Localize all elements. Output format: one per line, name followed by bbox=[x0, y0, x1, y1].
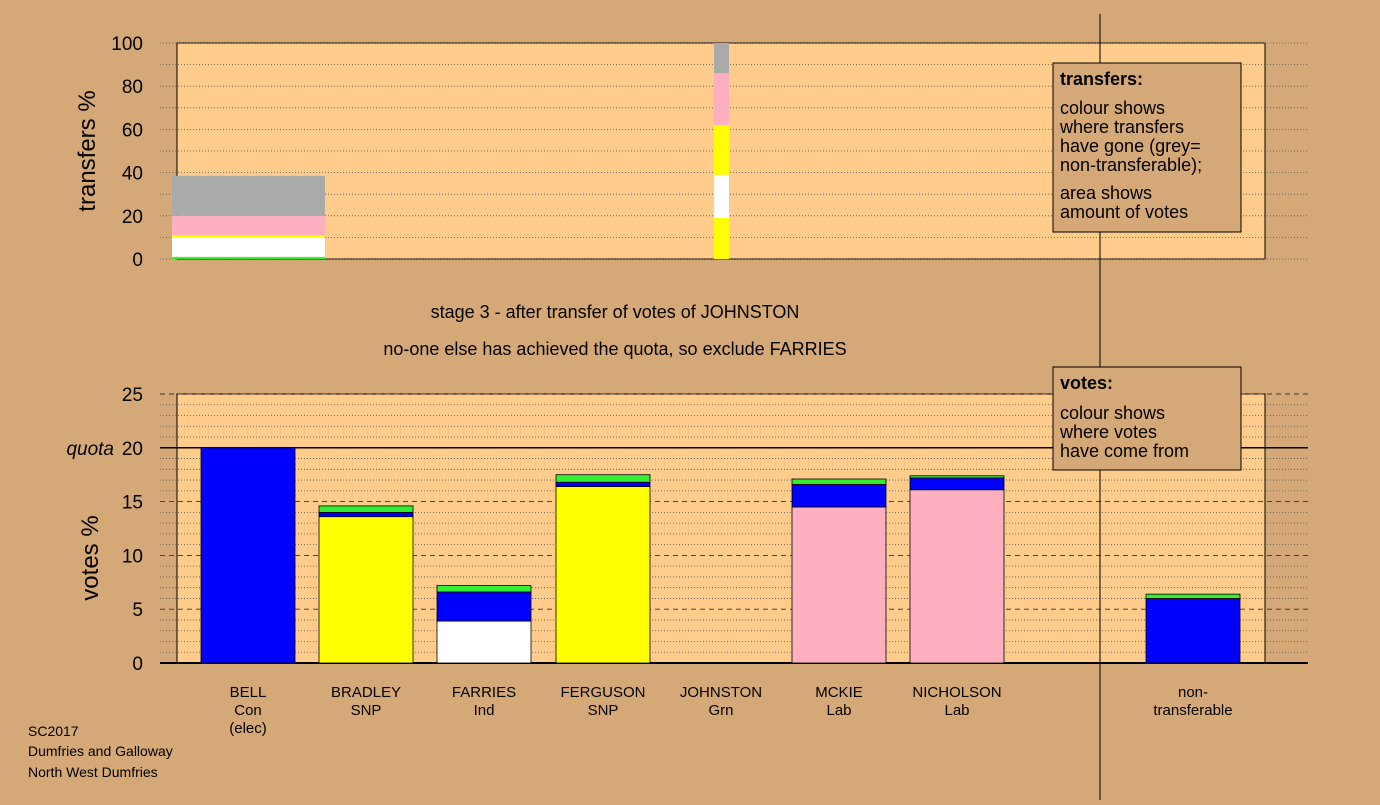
stage-subtitle: no-one else has achieved the quota, so e… bbox=[383, 339, 846, 359]
transfer-segment-johnston-ind bbox=[714, 174, 729, 218]
vote-segment-mckie-grn bbox=[791, 478, 887, 485]
transfers-legend: transfers: colour shows where transfers … bbox=[1052, 62, 1242, 233]
transfers-axis-label: transfers % bbox=[74, 90, 101, 211]
votes-tick-label: 25 bbox=[122, 385, 143, 406]
vote-segment-nicholson-con bbox=[909, 477, 1005, 491]
candidate-name-label: JOHNSTON bbox=[680, 684, 762, 701]
transfers-tick-label: 20 bbox=[122, 207, 143, 228]
transfers-legend-line: where transfers bbox=[1059, 117, 1184, 137]
vote-segment-mckie-lab bbox=[791, 506, 887, 664]
candidate-name-label: FARRIES bbox=[452, 684, 516, 701]
transfers-legend-line: have gone (grey= bbox=[1060, 136, 1201, 156]
transfer-segment-johnston-snp bbox=[714, 217, 729, 259]
candidate-party-label: Grn bbox=[708, 702, 733, 719]
transfers-tick-label: 100 bbox=[111, 34, 143, 55]
transfers-legend-line: colour shows bbox=[1060, 98, 1165, 118]
candidate-party-label: Ind bbox=[474, 702, 495, 719]
footer-election: SC2017 bbox=[28, 723, 79, 739]
candidate-status-label: (elec) bbox=[229, 720, 267, 737]
candidate-name-label: BRADLEY bbox=[331, 684, 401, 701]
transfer-segment-bell-snp bbox=[172, 235, 325, 238]
transfers-tick-label: 40 bbox=[122, 164, 143, 185]
transfers-tick-label: 60 bbox=[122, 120, 143, 141]
vote-segment-non-grn bbox=[1145, 593, 1241, 599]
vote-segment-farries-grn bbox=[436, 585, 532, 593]
votes-legend-line: colour shows bbox=[1060, 403, 1165, 423]
vote-segment-nicholson-grn bbox=[909, 475, 1005, 479]
candidate-name-label: BELL bbox=[230, 684, 267, 701]
transfer-segment-bell-lab bbox=[172, 215, 325, 236]
vote-segment-bradley-con bbox=[318, 511, 414, 518]
transfers-legend-line: non-transferable); bbox=[1060, 155, 1202, 175]
footer-ward: North West Dumfries bbox=[28, 764, 158, 780]
vote-segment-bradley-grn bbox=[318, 505, 414, 513]
vote-segment-ferguson-grn bbox=[555, 474, 651, 483]
transfers-legend-box bbox=[1052, 62, 1242, 233]
candidate-name-label: NICHOLSON bbox=[912, 684, 1001, 701]
candidate-party-label: Lab bbox=[826, 702, 851, 719]
vote-segment-mckie-con bbox=[791, 483, 887, 508]
vote-segment-non-con bbox=[1145, 598, 1241, 664]
transfer-segment-johnston-snp bbox=[714, 125, 729, 175]
candidate-name-label: non- bbox=[1178, 684, 1208, 701]
transfers-tick-label: 0 bbox=[132, 250, 143, 271]
vote-segment-bradley-snp bbox=[318, 516, 414, 664]
candidate-party-label: SNP bbox=[351, 702, 382, 719]
vote-segment-ferguson-con bbox=[555, 481, 651, 487]
votes-legend-line: where votes bbox=[1059, 422, 1157, 442]
votes-tick-label: 0 bbox=[132, 654, 143, 675]
transfers-legend-title: transfers: bbox=[1060, 69, 1143, 89]
candidate-party-label: transferable bbox=[1153, 702, 1232, 719]
transfers-legend-line: area shows bbox=[1060, 183, 1152, 203]
votes-legend: votes: colour shows where votes have com… bbox=[1052, 366, 1242, 471]
transfers-legend-line: amount of votes bbox=[1060, 202, 1188, 222]
votes-axis-label: votes % bbox=[77, 515, 104, 600]
votes-legend-title: votes: bbox=[1060, 373, 1113, 393]
stage-title: stage 3 - after transfer of votes of JOH… bbox=[431, 302, 800, 322]
candidate-party-label: SNP bbox=[588, 702, 619, 719]
votes-tick-label: 15 bbox=[122, 493, 143, 514]
vote-segment-nicholson-lab bbox=[909, 489, 1005, 664]
transfer-segment-johnston-lab bbox=[714, 73, 729, 126]
votes-tick-label: 10 bbox=[122, 546, 143, 567]
vote-segment-ferguson-snp bbox=[555, 486, 651, 664]
votes-tick-label: 5 bbox=[132, 600, 143, 621]
vote-segment-farries-con bbox=[436, 591, 532, 622]
transfers-tick-label: 80 bbox=[122, 77, 143, 98]
votes-legend-line: have come from bbox=[1060, 441, 1189, 461]
transfer-segment-johnston-nontransferable bbox=[714, 43, 729, 74]
vote-segment-bell-con bbox=[200, 447, 296, 664]
candidate-party-label: Lab bbox=[944, 702, 969, 719]
quota-label: quota bbox=[66, 439, 114, 460]
candidate-name-label: FERGUSON bbox=[560, 684, 645, 701]
transfer-segment-bell-nontransferable bbox=[172, 175, 325, 216]
candidate-party-label: Con bbox=[234, 702, 262, 719]
transfer-segment-bell-ind bbox=[172, 237, 325, 257]
vote-segment-farries-ind bbox=[436, 620, 532, 664]
votes-legend-box bbox=[1052, 366, 1242, 471]
footer-council: Dumfries and Galloway bbox=[28, 743, 173, 759]
candidate-name-label: MCKIE bbox=[815, 684, 863, 701]
transfer-segment-bell-grn bbox=[172, 256, 325, 259]
votes-tick-label: 20 bbox=[122, 439, 143, 460]
